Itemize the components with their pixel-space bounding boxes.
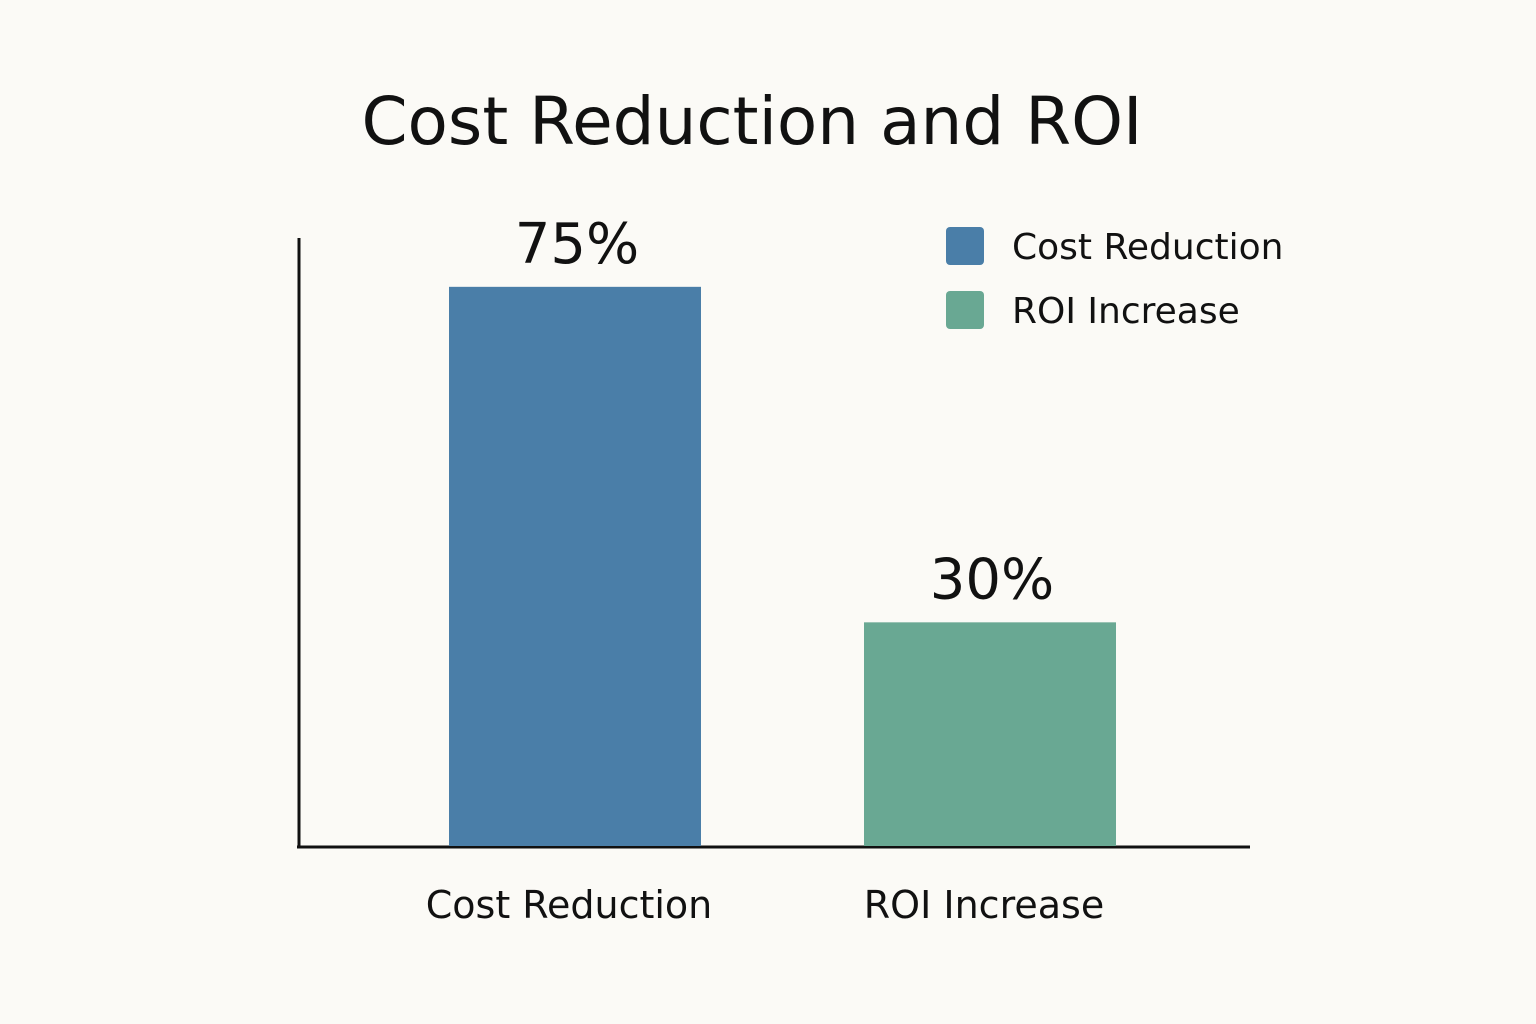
x-tick-label-cost-reduction: Cost Reduction bbox=[426, 883, 713, 927]
bar-roi-increase bbox=[864, 622, 1116, 846]
legend-label-cost-reduction: Cost Reduction bbox=[1012, 227, 1283, 268]
x-tick-label-roi-increase: ROI Increase bbox=[864, 883, 1104, 927]
data-label-group: 75% 30% bbox=[515, 212, 1054, 612]
data-label-cost-reduction: 75% bbox=[515, 212, 639, 277]
legend-label-roi-increase: ROI Increase bbox=[1012, 291, 1240, 332]
bar-group bbox=[449, 286, 1116, 846]
legend-swatch-roi-increase bbox=[946, 291, 984, 329]
chart-title: Cost Reduction and ROI bbox=[361, 83, 1142, 160]
bar-cost-reduction bbox=[449, 286, 701, 846]
x-tick-label-group: Cost Reduction ROI Increase bbox=[426, 883, 1104, 927]
legend: Cost Reduction ROI Increase bbox=[946, 227, 1283, 332]
data-label-roi-increase: 30% bbox=[930, 547, 1054, 612]
legend-swatch-cost-reduction bbox=[946, 227, 984, 265]
